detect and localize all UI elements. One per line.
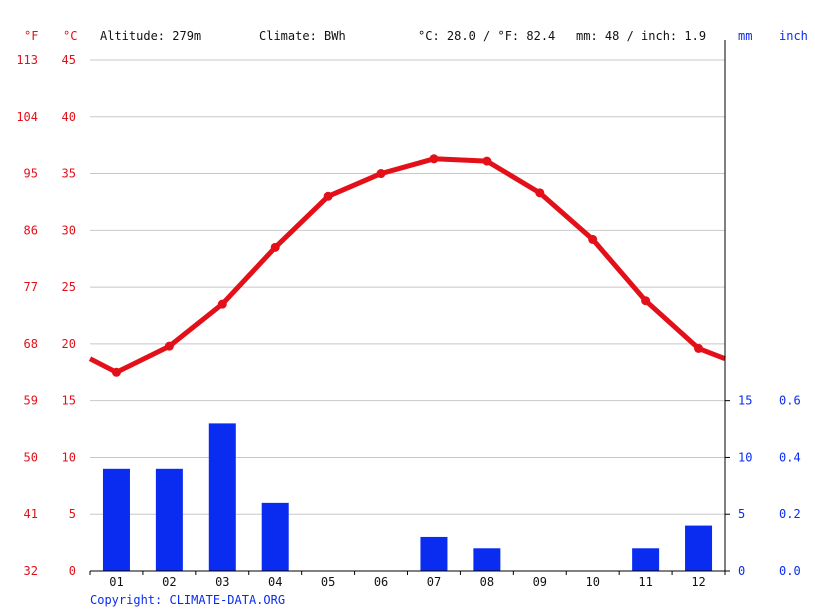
fahrenheit-tick-label: 95: [24, 167, 38, 181]
average-temperature-label: °C: 28.0 / °F: 82.4: [418, 29, 555, 43]
month-label: 12: [691, 575, 705, 589]
month-label: 11: [638, 575, 652, 589]
celsius-tick-label: 25: [62, 280, 76, 294]
precipitation-bar: [473, 548, 501, 571]
temperature-point: [217, 299, 227, 309]
celsius-tick-label: 30: [62, 223, 76, 237]
inch-tick-label: 0.4: [779, 450, 801, 464]
celsius-tick-label: 5: [69, 507, 76, 521]
precipitation-bar: [208, 423, 236, 571]
celsius-unit-label: °C: [63, 29, 77, 43]
fahrenheit-tick-label: 113: [16, 53, 38, 67]
inch-unit-label: inch: [779, 29, 808, 43]
mm-tick-label: 0: [738, 564, 745, 578]
precipitation-bar: [155, 468, 183, 571]
precipitation-bars: [102, 423, 713, 571]
month-label: 07: [427, 575, 441, 589]
temperature-point: [270, 242, 280, 252]
month-label: 09: [533, 575, 547, 589]
precipitation-bar: [420, 536, 448, 571]
temperature-point: [482, 156, 492, 166]
fahrenheit-tick-label: 104: [16, 110, 38, 124]
fahrenheit-tick-label: 86: [24, 223, 38, 237]
celsius-tick-label: 10: [62, 450, 76, 464]
axes: [89, 40, 730, 575]
fahrenheit-unit-label: °F: [24, 29, 38, 43]
month-label: 06: [374, 575, 388, 589]
tick-labels: 0325411050155920682577308635954010445113…: [16, 53, 800, 589]
celsius-tick-label: 20: [62, 337, 76, 351]
mm-tick-label: 5: [738, 507, 745, 521]
celsius-tick-label: 35: [62, 167, 76, 181]
inch-tick-label: 0.2: [779, 507, 801, 521]
gridlines: [90, 59, 725, 515]
month-label: 04: [268, 575, 282, 589]
annual-precipitation-label: mm: 48 / inch: 1.9: [576, 29, 706, 43]
copyright-label: Copyright: CLIMATE-DATA.ORG: [90, 593, 285, 607]
temperature-line: [88, 154, 726, 377]
month-label: 02: [162, 575, 176, 589]
temperature-point: [588, 234, 598, 244]
inch-tick-label: 0.0: [779, 564, 801, 578]
inch-tick-label: 0.6: [779, 394, 801, 408]
precipitation-bar: [261, 502, 289, 571]
fahrenheit-tick-label: 50: [24, 450, 38, 464]
precipitation-bar: [685, 525, 713, 571]
celsius-tick-label: 40: [62, 110, 76, 124]
temperature-point: [694, 343, 704, 353]
mm-tick-label: 15: [738, 394, 752, 408]
temperature-point: [323, 191, 333, 201]
month-label: 10: [585, 575, 599, 589]
celsius-tick-label: 45: [62, 53, 76, 67]
altitude-label: Altitude: 279m: [100, 29, 201, 43]
precipitation-bar: [102, 468, 130, 571]
temperature-point: [641, 296, 651, 306]
celsius-tick-label: 15: [62, 394, 76, 408]
fahrenheit-tick-label: 59: [24, 394, 38, 408]
climate-label: Climate: BWh: [259, 29, 346, 43]
mm-tick-label: 10: [738, 450, 752, 464]
fahrenheit-tick-label: 77: [24, 280, 38, 294]
mm-unit-label: mm: [738, 29, 752, 43]
month-label: 05: [321, 575, 335, 589]
temperature-point: [111, 367, 121, 377]
celsius-tick-label: 0: [69, 564, 76, 578]
month-label: 08: [480, 575, 494, 589]
temperature-point: [164, 341, 174, 351]
temperature-point: [429, 154, 439, 164]
precipitation-bar: [632, 548, 660, 571]
temperature-point: [535, 188, 545, 198]
month-label: 01: [109, 575, 123, 589]
month-label: 03: [215, 575, 229, 589]
fahrenheit-tick-label: 41: [24, 507, 38, 521]
fahrenheit-tick-label: 32: [24, 564, 38, 578]
fahrenheit-tick-label: 68: [24, 337, 38, 351]
temperature-series-line: [88, 156, 726, 375]
temperature-point: [376, 169, 386, 179]
